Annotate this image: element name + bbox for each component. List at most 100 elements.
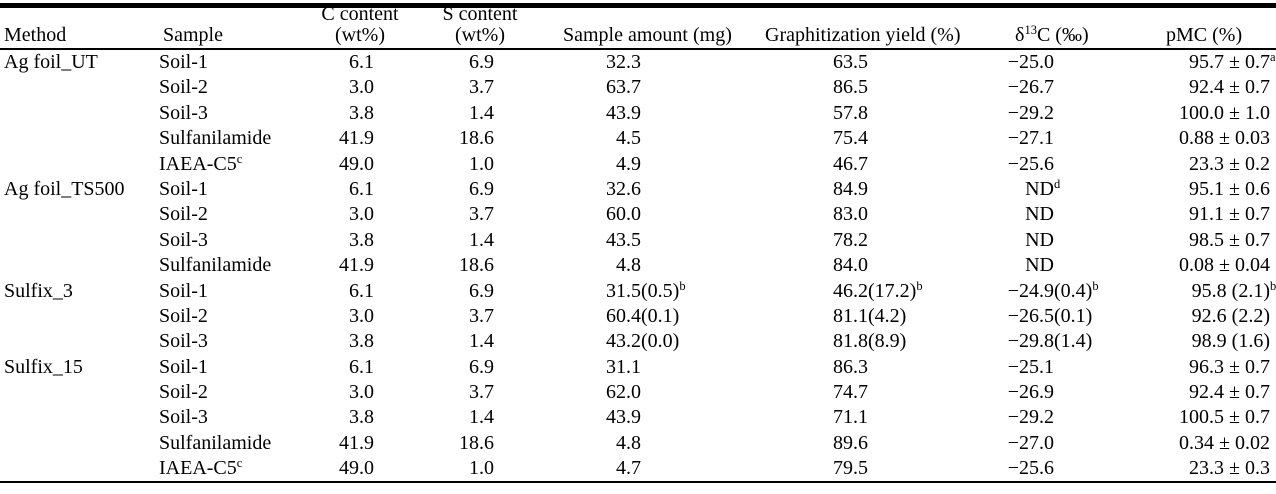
d13c-cell: ND xyxy=(948,228,1116,253)
sample-amount-value: 43.5 xyxy=(606,228,641,251)
d13c-footnote-marker: d xyxy=(1054,176,1061,191)
d13c-cell: −27.0 xyxy=(948,431,1116,456)
table-row: Sulfix_3 Soil-1 6.1 6.9 31.5 (0.5)b 46.2… xyxy=(0,279,1276,304)
c-content-header-line2: (wt%) xyxy=(335,24,385,46)
sample-amount-value: 43.2 xyxy=(606,330,641,353)
table-row: IAEA-C5c 49.0 1.0 4.9 46.7 −25.6 23.3 ± … xyxy=(0,152,1276,177)
method-cell xyxy=(0,228,159,253)
d13c-uncertainty: (0.1) xyxy=(1054,304,1116,329)
sample-amount-cell: 43.2 (0.0) xyxy=(494,329,719,354)
table-row: Ag foil_UT Soil-1 6.1 6.9 32.3 63.5 −25.… xyxy=(0,50,1276,75)
method-cell xyxy=(0,405,159,430)
method-cell xyxy=(0,202,159,227)
sample-amount-cell: 62.0 xyxy=(494,380,719,405)
table-bottom-rule xyxy=(0,481,1276,483)
d13c-superscript-13: 13 xyxy=(1024,23,1037,37)
graphitization-yield-cell: 89.6 xyxy=(719,431,948,456)
sample-name: Soil-3 xyxy=(159,228,208,251)
column-header-sample: Sample xyxy=(163,24,223,46)
pmc-cell: 92.4 ± 0.7 xyxy=(1116,75,1270,100)
d13c-value: −25.6 xyxy=(1007,152,1054,175)
sample-cell: Soil-1 xyxy=(159,355,301,380)
pmc-value: 92.4 ± 0.7 xyxy=(1189,381,1270,404)
column-header-c-content: C content (wt%) xyxy=(300,4,420,46)
pmc-footnote-marker: a xyxy=(1270,50,1276,64)
graphitization-yield-value: 78.2 xyxy=(833,228,868,251)
table-row: Soil-3 3.8 1.4 43.2 (0.0) 81.8 (8.9) −29… xyxy=(0,329,1276,354)
pmc-cell: 0.88 ± 0.03 xyxy=(1116,126,1270,151)
graphitization-yield-cell: 46.2 (17.2)b xyxy=(719,279,948,304)
sample-name: Soil-3 xyxy=(159,406,208,429)
d13c-parenthetical: (0.4) xyxy=(1054,279,1093,302)
method-cell xyxy=(0,304,159,329)
d13c-cell: −29.2 xyxy=(948,405,1116,430)
pmc-value: 96.3 ± 0.7 xyxy=(1189,355,1270,378)
method-cell xyxy=(0,431,159,456)
sample-amount-uncertainty: (0.0) xyxy=(641,329,719,354)
sample-amount-parenthetical: (0.1) xyxy=(641,304,680,327)
sample-name: Soil-3 xyxy=(159,101,208,124)
table-row: Soil-2 3.0 3.7 60.0 83.0 ND 91.1 ± 0.7 xyxy=(0,202,1276,227)
d13c-cell: ND xyxy=(948,202,1116,227)
d13c-unit: C (‰) xyxy=(1036,24,1089,46)
sample-amount-uncertainty: (0.5)b xyxy=(641,279,719,304)
column-header-d13c: δ13C (‰) xyxy=(1015,23,1089,46)
method-cell: Sulfix_3 xyxy=(4,279,73,302)
sample-amount-cell: 32.6 xyxy=(494,177,719,202)
s-content-cell: 1.0 xyxy=(469,152,494,175)
graphitization-yield-value: 46.7 xyxy=(833,152,868,175)
pmc-cell: 0.34 ± 0.02 xyxy=(1116,431,1270,456)
sample-cell: Soil-3 xyxy=(159,329,301,354)
graphitization-yield-value: 46.2 xyxy=(833,279,868,302)
d13c-value: ND xyxy=(1025,177,1054,200)
pmc-cell: 92.4 ± 0.7 xyxy=(1116,380,1270,405)
s-content-cell: 3.7 xyxy=(469,304,494,327)
d13c-parenthetical: (1.4) xyxy=(1054,330,1093,353)
d13c-value: ND xyxy=(1025,254,1054,277)
graphitization-yield-cell: 84.0 xyxy=(719,253,948,278)
sample-name: Sulfanilamide xyxy=(159,431,272,454)
sample-name: Soil-2 xyxy=(159,381,208,404)
c-content-cell: 3.8 xyxy=(349,101,374,124)
c-content-cell: 41.9 xyxy=(339,431,374,454)
graphitization-yield-value: 75.4 xyxy=(833,127,868,150)
graphitization-yield-value: 86.5 xyxy=(833,76,868,99)
graphitization-yield-cell: 57.8 xyxy=(719,101,948,126)
graphitization-yield-cell: 46.7 xyxy=(719,152,948,177)
c-content-cell: 3.0 xyxy=(349,76,374,99)
sample-amount-value: 4.5 xyxy=(616,127,641,150)
sample-cell: IAEA-C5c xyxy=(159,152,301,177)
d13c-value: −27.0 xyxy=(1007,431,1054,454)
table-row: Soil-3 3.8 1.4 43.9 71.1 −29.2 100.5 ± 0… xyxy=(0,405,1276,430)
method-cell xyxy=(0,380,159,405)
sample-name: Sulfanilamide xyxy=(159,127,272,150)
s-content-cell: 3.7 xyxy=(469,203,494,226)
sample-amount-value: 31.5 xyxy=(606,279,641,302)
sample-cell: Soil-2 xyxy=(159,380,301,405)
sample-amount-cell: 31.5 (0.5)b xyxy=(494,279,719,304)
sample-amount-value: 32.3 xyxy=(606,51,641,73)
pmc-value: 100.5 ± 0.7 xyxy=(1179,406,1270,429)
pmc-cell: 96.3 ± 0.7 xyxy=(1116,355,1270,380)
pmc-value: 100.0 ± 1.0 xyxy=(1179,101,1270,124)
d13c-cell: −26.9 xyxy=(948,380,1116,405)
c-content-header-line1: C content xyxy=(321,3,399,25)
graphitization-yield-value: 57.8 xyxy=(833,101,868,124)
sample-amount-cell: 60.0 xyxy=(494,202,719,227)
table-row: Sulfix_15 Soil-1 6.1 6.9 31.1 86.3 −25.1… xyxy=(0,355,1276,380)
sample-amount-parenthetical: (0.5) xyxy=(641,279,680,302)
sample-cell: IAEA-C5c xyxy=(159,456,301,481)
sample-amount-value: 32.6 xyxy=(606,177,641,200)
pmc-footnote-marker: b xyxy=(1270,278,1276,293)
c-content-cell: 3.8 xyxy=(349,228,374,251)
sample-cell: Sulfanilamide xyxy=(159,431,301,456)
method-cell xyxy=(0,456,159,481)
graphitization-yield-value: 63.5 xyxy=(833,51,868,73)
d13c-footnote-marker: b xyxy=(1092,278,1099,293)
table-top-rule xyxy=(0,3,1276,8)
sample-name: Soil-2 xyxy=(159,304,208,327)
pmc-value: 92.4 ± 0.7 xyxy=(1189,76,1270,99)
graphitization-yield-cell: 81.1 (4.2) xyxy=(719,304,948,329)
graphitization-yield-cell: 84.9 xyxy=(719,177,948,202)
